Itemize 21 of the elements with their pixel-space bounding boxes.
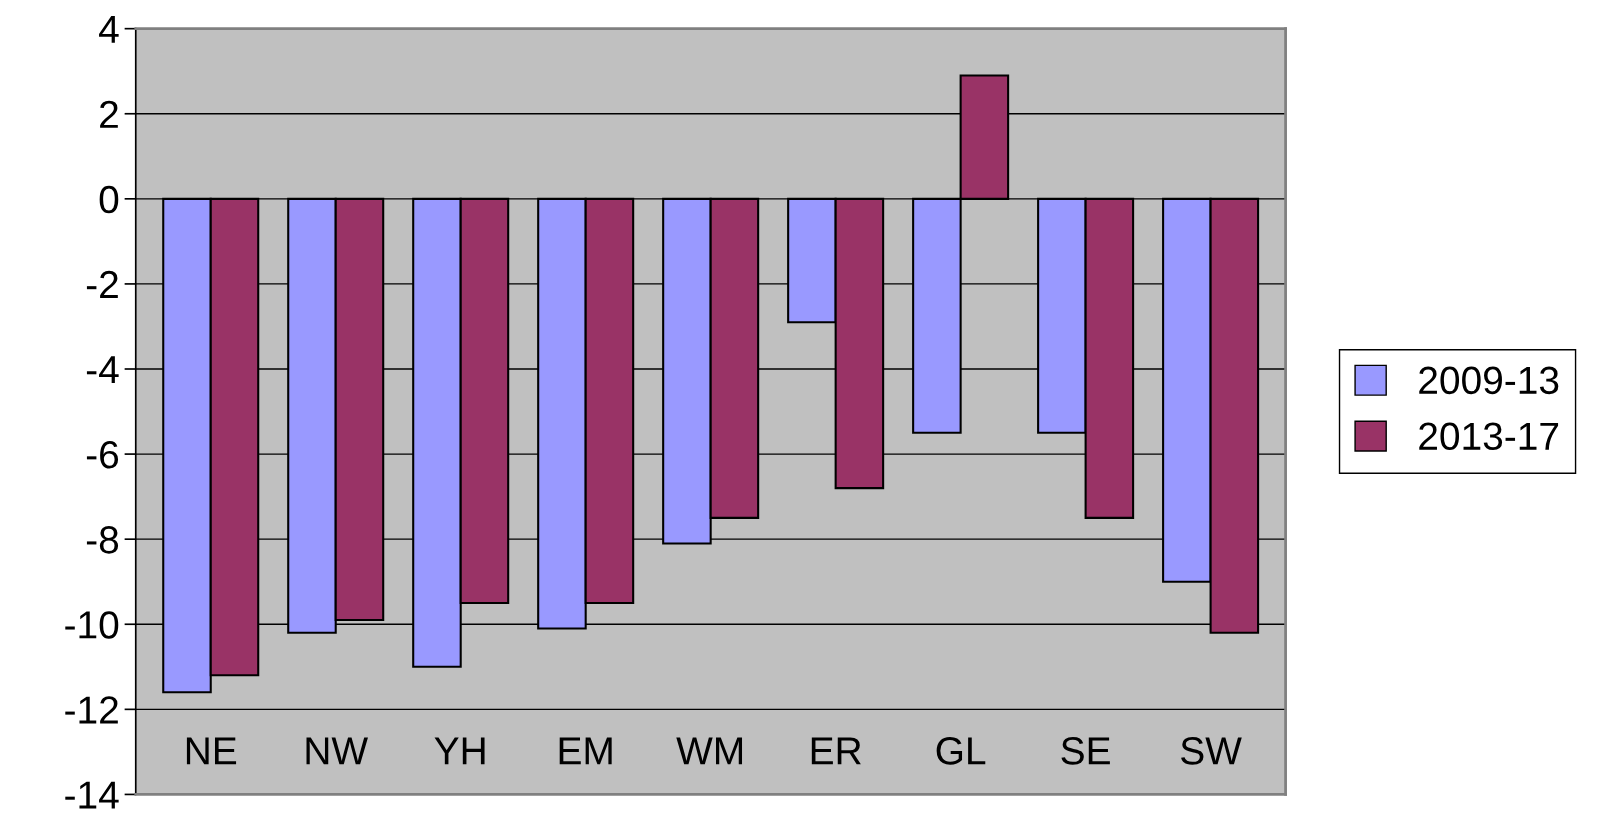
- y-tick-label: -4: [86, 356, 119, 384]
- y-tick-label: -8: [86, 526, 119, 554]
- x-tick-label: ER: [811, 737, 861, 765]
- legend-label: 2013-17: [1419, 422, 1559, 451]
- y-tick-label: 2: [100, 100, 118, 128]
- x-tick-label: WM: [676, 737, 743, 765]
- x-tick-label: GL: [936, 737, 986, 765]
- x-tick-label: SW: [1181, 737, 1242, 765]
- x-tick-label: YH: [434, 737, 485, 765]
- y-tick-label: -2: [86, 270, 118, 299]
- x-tick-label: NE: [186, 737, 237, 765]
- y-tick-label: -6: [86, 441, 119, 469]
- y-tick-label: -10: [65, 611, 119, 639]
- legend-label: 2009-13: [1419, 366, 1559, 395]
- y-tick-label: 0: [99, 185, 119, 214]
- x-tick-label: NW: [306, 737, 368, 765]
- y-tick-label: -14: [65, 781, 119, 809]
- x-tick-label: SE: [1061, 737, 1110, 765]
- y-tick-label: -12: [65, 696, 118, 724]
- y-tick-label: 4: [99, 16, 119, 43]
- x-tick-label: EM: [559, 737, 612, 765]
